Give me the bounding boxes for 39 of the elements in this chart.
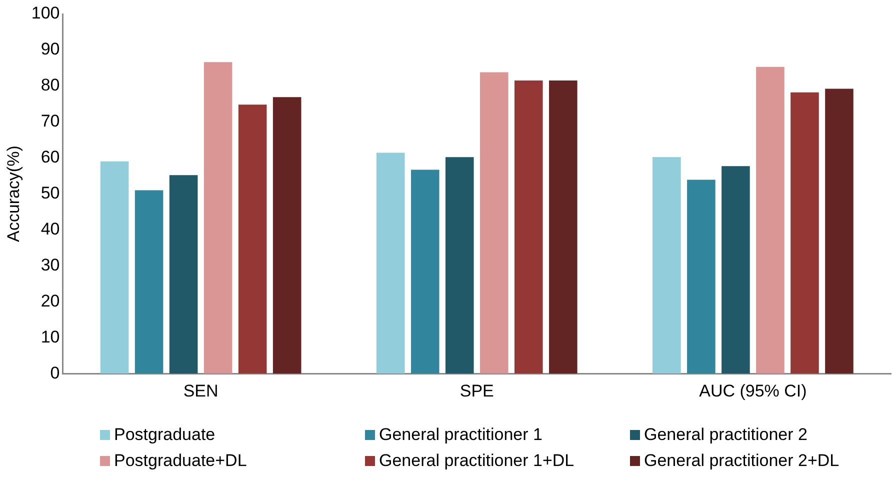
y-tick-label: 80 (40, 76, 60, 95)
x-tick-label: AUC (95% CI) (699, 381, 807, 400)
bar (687, 180, 716, 374)
legend-label: General practitioner 1 (378, 425, 544, 445)
bar (549, 80, 578, 374)
bar (722, 166, 750, 374)
bar (100, 161, 129, 374)
y-tick-label: 30 (40, 255, 60, 274)
bar (134, 190, 164, 374)
bar (272, 97, 302, 374)
y-tick-label: 70 (40, 112, 60, 131)
bar (790, 92, 819, 374)
bar (238, 104, 267, 374)
x-tick-label: SEN (183, 381, 218, 400)
x-tick-label: SPE (460, 381, 494, 400)
bar (410, 170, 440, 374)
legend-label: Postgraduate+DL (113, 451, 248, 471)
y-tick-label: 40 (40, 219, 60, 238)
y-tick-label: 60 (40, 148, 60, 167)
legend-label: General practitioner 1+DL (378, 451, 576, 471)
bar (376, 152, 405, 374)
bar (480, 72, 508, 374)
y-tick-label: 50 (40, 183, 60, 202)
bar (169, 175, 198, 374)
y-tick-label: 10 (40, 327, 60, 346)
y-tick-label: 90 (40, 40, 60, 59)
bar (514, 80, 543, 374)
bar (756, 66, 784, 374)
bar (204, 62, 232, 374)
y-tick-label: 20 (40, 291, 60, 310)
legend-label: General practitioner 2+DL (643, 451, 840, 471)
legend-label: Postgraduate (113, 425, 216, 445)
y-tick-label: 0 (50, 363, 60, 382)
bar (825, 88, 854, 374)
bar (652, 157, 681, 374)
legend-label: General practitioner 2 (643, 425, 808, 445)
y-tick-label: 100 (31, 4, 60, 23)
y-axis-title: Accuracy(%) (4, 146, 23, 242)
bar (445, 157, 474, 374)
